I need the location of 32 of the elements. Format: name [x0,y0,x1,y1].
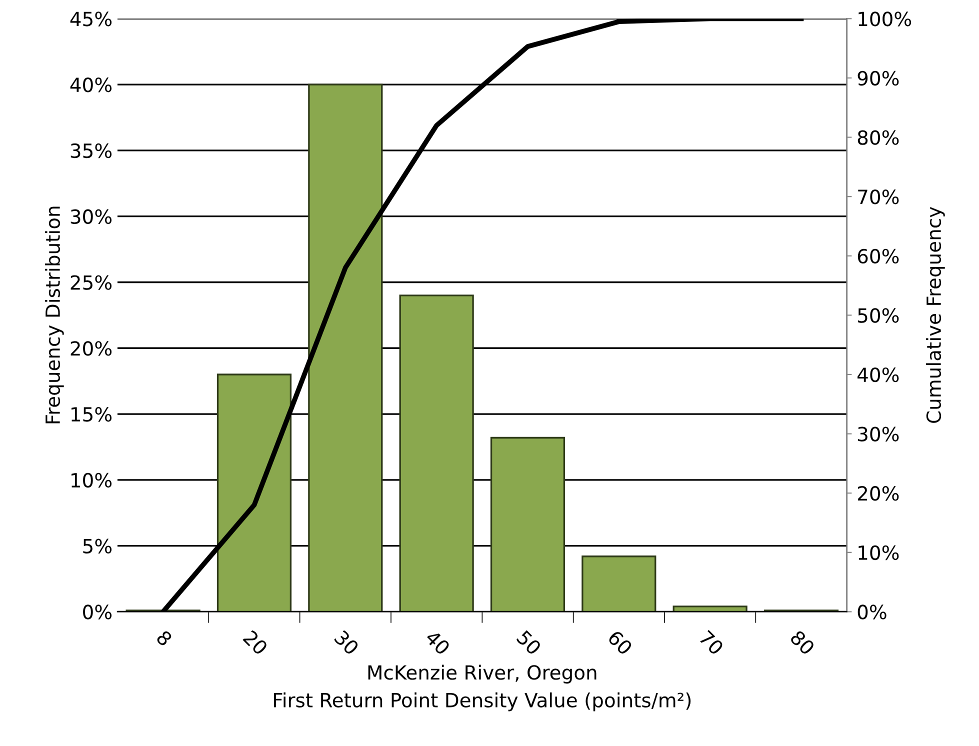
y-tick-label: 25% [70,275,112,290]
y2-tick-label: 100% [858,12,912,26]
y2-tick-label: 80% [858,130,899,145]
y-tick-label: 20% [70,341,112,356]
y-tick-label: 15% [72,406,112,422]
x-tick-label: 8 [156,630,173,647]
y-tick-label: 35% [70,143,112,158]
y-tick-label: 0% [83,604,112,620]
y2-tick-label: 90% [858,70,899,86]
y2-tick-label: 50% [858,308,899,323]
y-tick-label: 30% [70,209,112,224]
y-tick-label: 45% [70,12,112,26]
y2-tick-label: 30% [858,426,899,442]
x-tick-label: 70 [698,630,724,656]
x-tick-label: 20 [242,630,268,656]
x-tick-label: 60 [607,630,634,656]
x-tick-label: 80 [789,630,816,656]
x-tick-label: 30 [334,630,360,656]
y-tick-label: 40% [70,78,112,92]
y2-tick-label: 20% [858,486,899,501]
x-tick-label: 50 [516,630,542,656]
x-tick-label: 40 [424,629,451,656]
y-axis-title: Frequency Distribution [45,206,64,424]
y2-tick-label: 0% [858,604,886,620]
y2-tick-label: 40% [858,367,899,382]
y2-tick-label: 60% [858,248,899,264]
y2-tick-label: 70% [858,190,899,204]
x-axis-title: McKenzie River, Oregon First Return Point Density Value (points/m²) [274,664,691,712]
y-tick-label: 10% [72,472,112,488]
y2-tick-label: 10% [858,545,899,560]
y-tick-label: 5% [83,538,112,554]
y2-axis-title: Cumulative Frequency [926,206,945,423]
